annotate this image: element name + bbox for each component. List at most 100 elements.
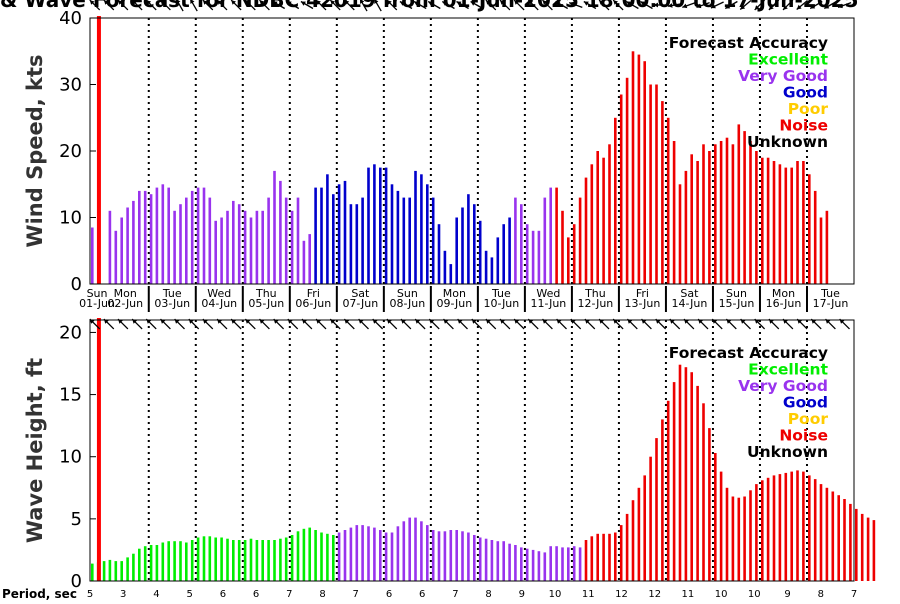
- day-name-label: Mon: [114, 287, 137, 300]
- period-value: 11: [582, 589, 595, 600]
- day-name-label: Fri: [307, 287, 320, 300]
- bar: [790, 471, 793, 581]
- bar: [849, 503, 852, 581]
- bar: [408, 517, 411, 581]
- bar: [855, 508, 858, 581]
- direction-arrow: [174, 318, 185, 330]
- period-value: 6: [419, 589, 425, 600]
- bar: [314, 530, 317, 581]
- y-tick-label: 0: [71, 571, 82, 592]
- direction-arrow: [272, 0, 286, 10]
- bar: [684, 367, 688, 581]
- bar: [332, 194, 335, 284]
- direction-arrow: [230, 318, 242, 330]
- day-date-label: 02-Jun: [107, 297, 143, 310]
- bar: [367, 167, 370, 284]
- legend-item: Noise: [779, 427, 828, 445]
- bar: [132, 553, 135, 581]
- bar: [161, 542, 165, 581]
- period-value: 7: [353, 589, 359, 600]
- bar: [619, 525, 623, 581]
- direction-arrow: [202, 318, 214, 330]
- bar: [484, 538, 488, 581]
- bar: [261, 210, 264, 284]
- bar: [808, 475, 811, 581]
- legend-title: Forecast Accuracy: [669, 34, 828, 52]
- bar: [649, 456, 652, 581]
- direction-arrow: [329, 318, 341, 330]
- bar: [443, 250, 447, 285]
- bar: [108, 559, 112, 581]
- bar: [843, 499, 846, 581]
- bar: [290, 210, 294, 284]
- bar: [326, 174, 329, 284]
- y-tick-label: 20: [59, 141, 82, 162]
- direction-arrow: [513, 0, 525, 11]
- bar: [737, 497, 741, 581]
- bar: [138, 190, 141, 284]
- bar: [267, 540, 270, 581]
- bar: [590, 164, 594, 284]
- bar: [714, 144, 717, 284]
- legend-item: Unknown: [747, 133, 828, 151]
- bar: [320, 532, 323, 581]
- bar: [155, 545, 159, 581]
- bar: [743, 131, 746, 284]
- direction-arrow: [555, 0, 569, 10]
- bar: [866, 517, 870, 581]
- day-name-label: Thu: [255, 287, 277, 300]
- bar: [390, 532, 394, 581]
- bar: [267, 197, 270, 284]
- bar: [179, 541, 182, 581]
- direction-arrow: [485, 318, 497, 330]
- bar: [719, 471, 723, 581]
- legend-item: Excellent: [748, 361, 828, 379]
- bar: [831, 491, 835, 581]
- direction-arrow: [568, 1, 583, 9]
- bar: [802, 471, 805, 581]
- period-value: 4: [153, 589, 159, 600]
- direction-arrow: [414, 318, 426, 330]
- direction-arrow: [641, 318, 652, 330]
- bar: [431, 530, 435, 581]
- bar: [478, 220, 482, 284]
- direction-arrow: [300, 0, 314, 10]
- y-tick-label: 0: [71, 274, 82, 295]
- direction-arrow: [542, 0, 553, 11]
- day-date-label: 04-Jun: [201, 297, 237, 310]
- bar: [373, 164, 376, 284]
- direction-arrow: [89, 0, 101, 11]
- bar: [572, 546, 576, 581]
- day-name-label: Mon: [443, 287, 466, 300]
- bar: [761, 480, 764, 581]
- bar: [332, 535, 335, 581]
- legend-item: Very Good: [738, 377, 828, 395]
- bar: [478, 537, 482, 581]
- direction-arrow: [301, 318, 313, 330]
- bar: [190, 540, 194, 581]
- direction-arrow: [131, 0, 143, 11]
- bar: [825, 487, 829, 581]
- period-value: 12: [615, 589, 628, 600]
- legend-item: Poor: [788, 410, 829, 428]
- direction-arrow: [625, 0, 639, 10]
- bar: [126, 207, 129, 284]
- bar: [690, 372, 693, 581]
- bar: [502, 224, 505, 284]
- bar: [114, 561, 118, 581]
- period-value: 3: [120, 589, 126, 600]
- bar: [361, 525, 364, 581]
- bar: [232, 200, 235, 284]
- direction-arrow: [556, 318, 567, 330]
- bar: [567, 547, 570, 581]
- bar: [625, 513, 629, 581]
- bar: [208, 197, 212, 284]
- y-tick-label: 20: [59, 322, 82, 343]
- bar: [226, 210, 229, 284]
- direction-arrow: [725, 318, 737, 330]
- day-name-label: Thu: [584, 287, 606, 300]
- direction-arrow: [809, 0, 823, 10]
- bar: [725, 137, 729, 284]
- bar: [255, 540, 259, 581]
